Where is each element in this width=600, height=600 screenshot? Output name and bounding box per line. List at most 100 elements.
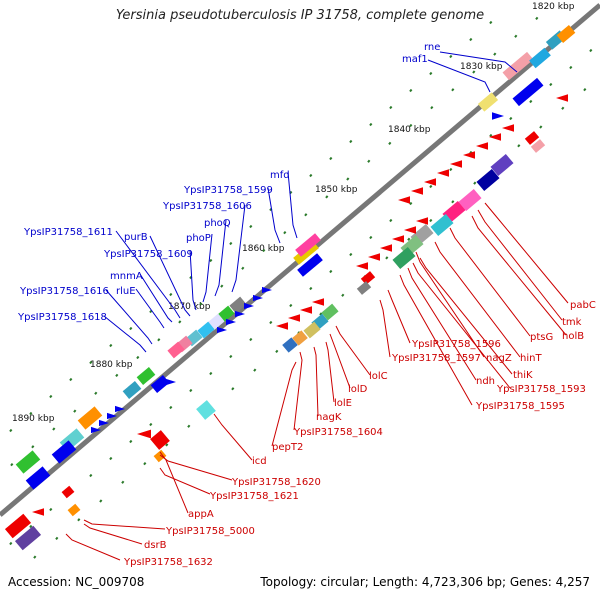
gene-label-forward[interactable]: YpsIP31758_1611 [23,227,113,238]
gene-label-forward[interactable]: rluE [116,286,136,297]
gene-block[interactable] [458,188,482,212]
gene-label-forward[interactable]: maf1 [402,54,428,65]
gene-block[interactable] [321,303,339,321]
gene-block[interactable] [4,513,32,539]
gene-block[interactable] [229,296,247,314]
gene-block[interactable] [197,321,215,339]
gene-label-reverse[interactable]: ndh [476,376,495,387]
gene-block[interactable] [67,503,81,517]
gene-block[interactable] [524,131,540,145]
gene-label-forward[interactable]: phoP [186,233,211,244]
reverse-gene-arrow[interactable] [398,196,410,204]
gene-block[interactable] [77,406,103,430]
reverse-gene-arrow[interactable] [392,235,404,243]
gene-block[interactable] [556,25,576,43]
gene-label-reverse[interactable]: holB [562,331,584,342]
gene-label-forward[interactable]: YpsIP31758_1599 [183,185,273,196]
reverse-gene-arrow[interactable] [380,244,392,252]
reverse-gene-arrow[interactable] [300,306,312,314]
gene-block[interactable] [490,153,514,177]
gene-block[interactable] [15,450,41,474]
gene-block[interactable] [25,466,51,490]
gene-label-reverse[interactable]: lolC [369,371,388,382]
gene-label-forward[interactable]: YpsIP31758_1606 [162,201,252,212]
forward-gene-arrow[interactable] [99,419,109,427]
forward-gene-arrow[interactable] [107,412,117,420]
gene-label-reverse[interactable]: YpsIP31758_1595 [475,401,565,412]
reverse-gene-arrow[interactable] [137,429,151,439]
gene-block[interactable] [295,233,321,257]
forward-gene-arrow[interactable] [492,112,504,120]
reverse-gene-arrow[interactable] [463,151,475,159]
reverse-gene-arrow[interactable] [476,142,488,150]
gene-block[interactable] [530,139,546,153]
gene-label-forward[interactable]: YpsIP31758_1616 [19,286,109,297]
gene-label-forward[interactable]: YpsIP31758_1609 [103,249,193,260]
gene-block[interactable] [392,246,416,270]
gene-label-forward[interactable]: mnmA [110,271,143,282]
gene-label-reverse[interactable]: hinT [520,353,542,364]
forward-gene-arrow[interactable] [262,286,272,294]
gene-label-reverse[interactable]: icd [252,456,267,467]
gene-block[interactable] [153,449,167,463]
reverse-gene-arrow[interactable] [288,314,300,322]
gene-label-forward[interactable]: purB [124,232,148,243]
forward-gene-arrow[interactable] [115,405,125,413]
reverse-gene-arrow[interactable] [276,322,288,330]
gene-block[interactable] [167,341,185,359]
gene-block[interactable] [356,281,372,295]
gene-label-reverse[interactable]: YpsIP31758_1632 [123,557,213,568]
forward-gene-arrow[interactable] [244,302,254,310]
gene-label-reverse[interactable]: YpsIP31758_1604 [293,427,383,438]
reverse-gene-arrow[interactable] [368,253,380,261]
reverse-gene-arrow[interactable] [411,187,423,195]
forward-gene-arrow[interactable] [226,318,236,326]
gene-label-forward[interactable]: phoQ [204,218,231,229]
gene-block[interactable] [512,77,544,107]
reverse-gene-arrow[interactable] [416,217,428,225]
gene-block[interactable] [150,430,170,450]
gene-label-reverse[interactable]: appA [188,509,214,520]
reverse-gene-arrow[interactable] [437,169,449,177]
gene-label-reverse[interactable]: dsrB [144,540,167,551]
forward-gene-arrow[interactable] [253,294,263,302]
gene-block[interactable] [477,92,499,112]
gene-label-reverse[interactable]: lolD [348,384,368,395]
gene-label-forward[interactable]: rne [424,42,440,53]
gene-block[interactable] [196,400,216,420]
reverse-gene-arrow[interactable] [424,178,436,186]
reverse-gene-arrow[interactable] [312,298,324,306]
gene-label-reverse[interactable]: pepT2 [272,442,303,453]
forward-gene-arrow[interactable] [235,310,245,318]
gene-label-forward[interactable]: mfd [270,170,290,181]
gene-block[interactable] [51,440,77,464]
gene-label-reverse[interactable]: YpsIP31758_1596 [411,339,501,350]
reverse-gene-arrow[interactable] [356,262,368,270]
gene-block[interactable] [529,47,551,69]
gene-label-reverse[interactable]: ptsG [530,332,553,343]
gene-block[interactable] [303,321,321,339]
reverse-gene-arrow[interactable] [556,94,568,102]
reverse-gene-arrow[interactable] [404,226,416,234]
gene-block[interactable] [14,525,42,551]
gene-block[interactable] [292,330,308,346]
reverse-gene-arrow[interactable] [489,133,501,141]
reverse-gene-arrow[interactable] [450,160,462,168]
forward-gene-arrow[interactable] [91,426,101,434]
gene-label-reverse[interactable]: nagZ [486,353,512,364]
gene-block[interactable] [430,213,454,237]
gene-label-reverse[interactable]: YpsIP31758_1597 [391,353,481,364]
gene-label-reverse[interactable]: YpsIP31758_1620 [231,477,321,488]
gene-label-reverse[interactable]: YpsIP31758_1593 [496,384,586,395]
gene-label-reverse[interactable]: nagK [316,412,342,423]
gene-block[interactable] [282,337,298,353]
gene-block[interactable] [476,168,500,192]
gene-block[interactable] [122,381,142,399]
gene-block[interactable] [502,51,534,81]
gene-label-reverse[interactable]: thiK [513,370,533,381]
gene-label-reverse[interactable]: tmk [562,317,582,328]
gene-label-reverse[interactable]: lolE [334,398,352,409]
gene-label-reverse[interactable]: pabC [570,300,596,311]
gene-block[interactable] [360,271,376,285]
reverse-gene-arrow[interactable] [32,508,44,516]
